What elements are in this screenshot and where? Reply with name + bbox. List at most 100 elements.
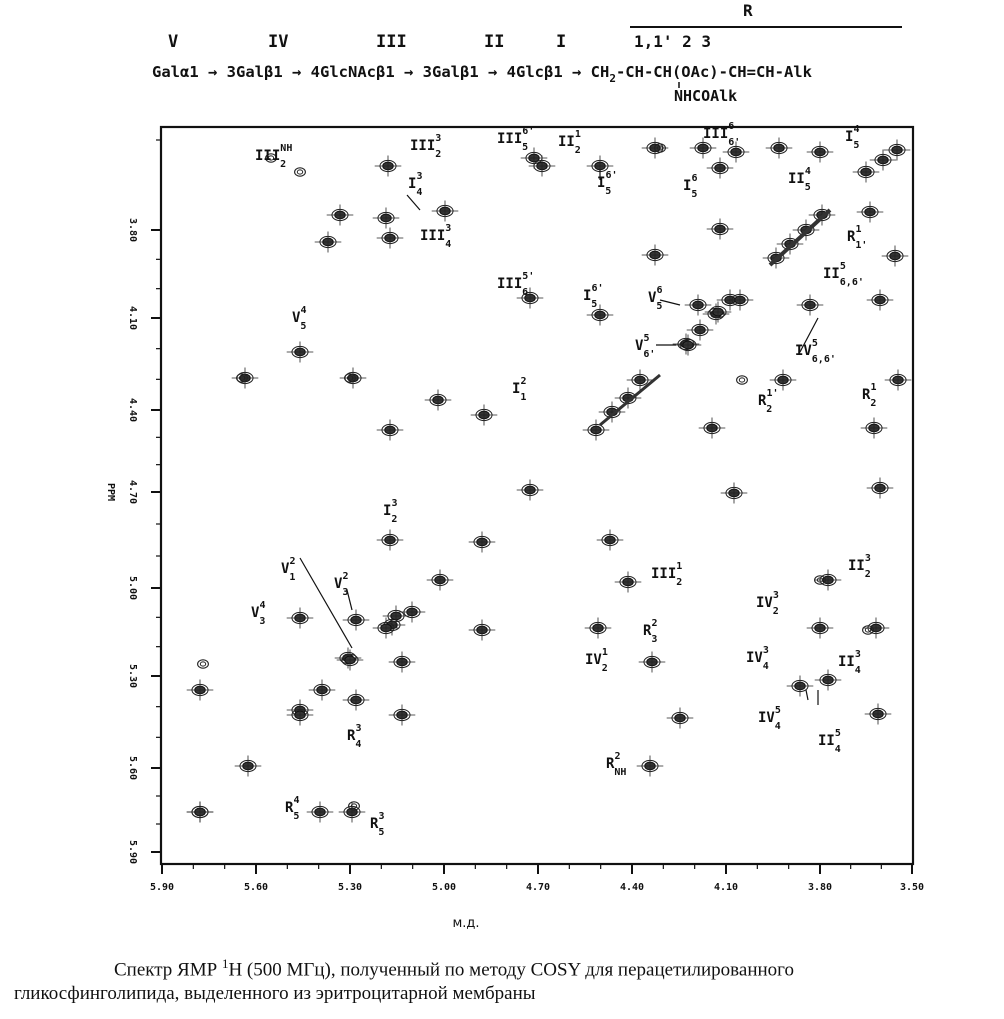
label-sub: 1': [855, 240, 867, 251]
label-sub: 5: [691, 189, 697, 200]
x-tick-label: 5.00: [432, 882, 456, 893]
label-residue: II: [823, 266, 840, 282]
x-tick-label: 5.30: [338, 882, 362, 893]
contour: [236, 373, 248, 383]
cross-peak: [684, 294, 712, 316]
label-sub: 5: [853, 140, 859, 151]
label-residue: V: [281, 561, 290, 577]
label-residue: IV: [585, 652, 602, 668]
label-sup: 2: [614, 751, 620, 762]
contour: [267, 155, 275, 161]
contour: [350, 803, 358, 809]
contour: [265, 153, 277, 163]
cross-peak: [468, 531, 496, 553]
label-sup: 1: [870, 382, 876, 393]
residue-label-ii: II: [484, 32, 504, 52]
label-residue: II: [788, 171, 805, 187]
cross-peak: [769, 369, 797, 391]
label-sub: 6,6': [812, 354, 836, 365]
x-tick-label: 3.80: [808, 882, 832, 893]
label-sup: 3: [865, 553, 871, 564]
y-tick-label: 4.10: [127, 306, 138, 330]
cross-peak: [706, 218, 734, 240]
label-sub: 2: [870, 398, 876, 409]
label-sub: 1: [520, 392, 526, 403]
cross-peak: [186, 801, 214, 823]
leader-line: [406, 194, 421, 211]
cross-peak: [398, 601, 426, 623]
cross-peak: [814, 569, 842, 591]
label-sup: 6': [591, 283, 603, 294]
contour: [736, 375, 748, 385]
label-sub: NH: [614, 767, 626, 778]
label-sub: 5: [522, 142, 528, 153]
label-sup: 1: [602, 647, 608, 658]
label-sub: 4: [763, 661, 769, 672]
cross-peak: [326, 204, 354, 226]
cross-peak: [806, 141, 834, 163]
label-sub: 4: [775, 721, 781, 732]
label-sub: 2: [575, 145, 581, 156]
cross-peak: [236, 373, 248, 383]
y-tick-label: 5.60: [127, 756, 138, 780]
cross-peak: [372, 617, 400, 639]
cross-peak: [286, 607, 314, 629]
cross-peak: [424, 389, 452, 411]
peak-label: II5 4: [818, 728, 841, 755]
cross-peak: [866, 477, 894, 499]
contour: [348, 801, 360, 811]
contour: [654, 143, 666, 153]
leader-line: [805, 689, 809, 701]
label-residue: I: [512, 381, 520, 397]
x-tick-label: 3.50: [900, 882, 924, 893]
peak-label: III1 2: [651, 561, 682, 588]
cross-peak: [626, 369, 654, 391]
contour: [197, 659, 209, 669]
cross-peak: [698, 417, 726, 439]
peak-label: II5 6,6': [823, 261, 864, 288]
label-sub: 3: [342, 587, 348, 598]
label-residue: I: [683, 178, 691, 194]
chain-part: 3Galβ1: [423, 63, 479, 81]
label-sub: 4: [355, 739, 361, 750]
label-residue: IV: [756, 595, 773, 611]
label-sup: 3: [763, 645, 769, 656]
label-sub: 6: [522, 287, 528, 298]
peak-label: IIINH 2: [255, 143, 292, 170]
peak-label: II4 5: [788, 166, 811, 193]
label-sup: 4: [293, 795, 299, 806]
label-sup: 4: [259, 600, 265, 611]
label-sub: 4: [855, 665, 861, 676]
peak-label: I2 1: [512, 376, 526, 403]
cross-peak: [586, 304, 614, 326]
contour: [738, 377, 746, 383]
x-tick-label: 4.70: [526, 882, 550, 893]
peak-label: R3 5: [370, 811, 384, 838]
label-residue: V: [648, 290, 657, 306]
cross-peak: [864, 703, 892, 725]
cross-peak: [686, 319, 714, 341]
leader-line: [346, 589, 353, 611]
contour: [814, 575, 826, 585]
cross-peak: [584, 617, 612, 639]
cross-peak: [286, 704, 314, 726]
residue-label-i: I: [556, 32, 566, 52]
label-sup: 1': [766, 388, 778, 399]
cross-peak: [860, 417, 888, 439]
label-sup: 1: [575, 129, 581, 140]
cross-peak: [234, 755, 262, 777]
cross-peak: [884, 369, 912, 391]
cross-peak: [869, 149, 897, 171]
y-tick-label: 5.00: [127, 576, 138, 600]
label-residue: III: [420, 228, 445, 244]
label-residue: R: [847, 229, 856, 245]
label-residue: I: [383, 503, 391, 519]
chain-part: →: [395, 63, 423, 81]
label-sub: 2: [602, 663, 608, 674]
cross-peak: [314, 231, 342, 253]
label-sup: 3: [355, 723, 361, 734]
label-sup: 3: [855, 649, 861, 660]
cross-peak: [342, 689, 370, 711]
peak-label: II1 2: [558, 129, 581, 156]
residue-label-v: V: [168, 32, 178, 52]
